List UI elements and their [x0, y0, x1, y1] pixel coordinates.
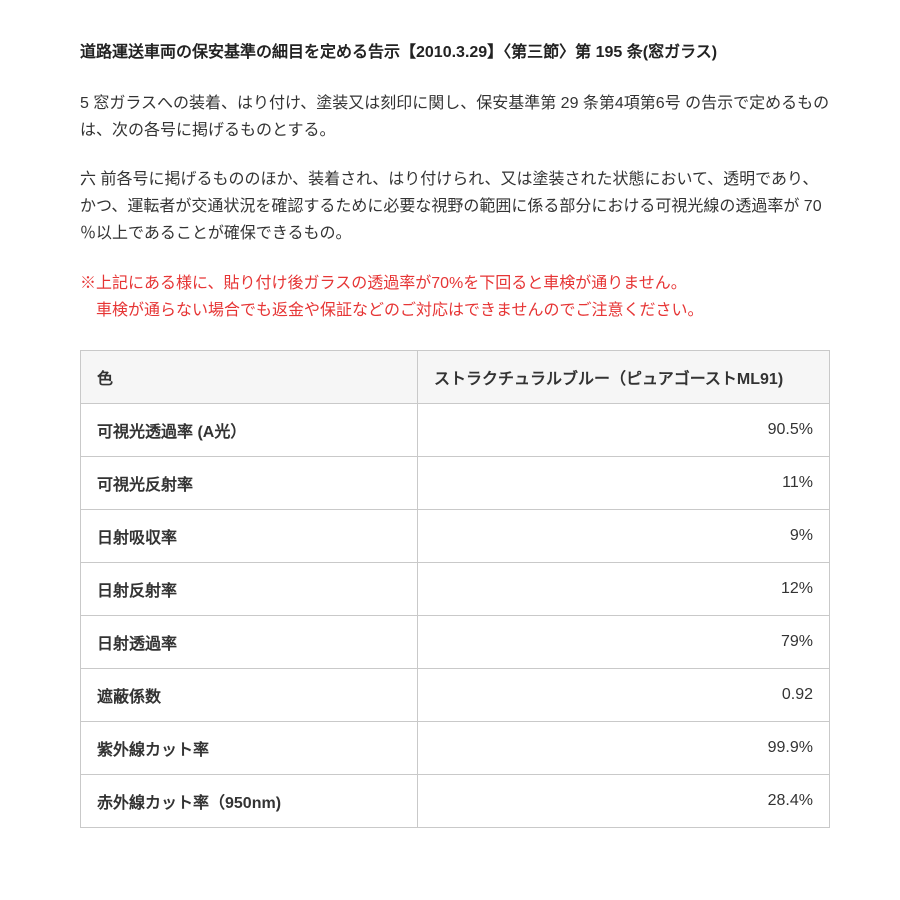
spec-value: 11% — [418, 456, 830, 509]
table-row: 日射吸収率9% — [81, 509, 830, 562]
spec-value: 99.9% — [418, 721, 830, 774]
spec-value: 9% — [418, 509, 830, 562]
spec-label: 赤外線カット率（950nm) — [81, 774, 418, 827]
table-row: 可視光反射率11% — [81, 456, 830, 509]
spec-label: 可視光反射率 — [81, 456, 418, 509]
paragraph-2: 六 前各号に掲げるもののほか、装着され、はり付けられ、又は塗装された状態において… — [80, 166, 830, 248]
spec-value: 90.5% — [418, 403, 830, 456]
table-header-row: 色ストラクチュラルブルー（ピュアゴーストML91) — [81, 350, 830, 403]
warning-line-2: 車検が通らない場合でも返金や保証などのご対応はできませんのでご注意ください。 — [80, 297, 830, 324]
table-row: 遮蔽係数0.92 — [81, 668, 830, 721]
page-heading: 道路運送車両の保安基準の細目を定める告示【2010.3.29】〈第三節〉第 19… — [80, 40, 830, 66]
header-color-label: 色 — [81, 350, 418, 403]
spec-value: 12% — [418, 562, 830, 615]
table-row: 可視光透過率 (A光）90.5% — [81, 403, 830, 456]
spec-label: 日射反射率 — [81, 562, 418, 615]
spec-table: 色ストラクチュラルブルー（ピュアゴーストML91)可視光透過率 (A光）90.5… — [80, 350, 830, 828]
spec-value: 79% — [418, 615, 830, 668]
spec-label: 日射透過率 — [81, 615, 418, 668]
warning-block: ※上記にある様に、貼り付け後ガラスの透過率が70%を下回ると車検が通りません。 … — [80, 270, 830, 324]
spec-label: 日射吸収率 — [81, 509, 418, 562]
warning-line-1: ※上記にある様に、貼り付け後ガラスの透過率が70%を下回ると車検が通りません。 — [80, 270, 830, 297]
spec-value: 28.4% — [418, 774, 830, 827]
table-row: 紫外線カット率99.9% — [81, 721, 830, 774]
table-row: 日射反射率12% — [81, 562, 830, 615]
table-row: 日射透過率79% — [81, 615, 830, 668]
spec-value: 0.92 — [418, 668, 830, 721]
spec-label: 紫外線カット率 — [81, 721, 418, 774]
header-color-value: ストラクチュラルブルー（ピュアゴーストML91) — [418, 350, 830, 403]
spec-label: 可視光透過率 (A光） — [81, 403, 418, 456]
spec-label: 遮蔽係数 — [81, 668, 418, 721]
paragraph-1: 5 窓ガラスへの装着、はり付け、塗装又は刻印に関し、保安基準第 29 条第4項第… — [80, 90, 830, 144]
table-row: 赤外線カット率（950nm)28.4% — [81, 774, 830, 827]
